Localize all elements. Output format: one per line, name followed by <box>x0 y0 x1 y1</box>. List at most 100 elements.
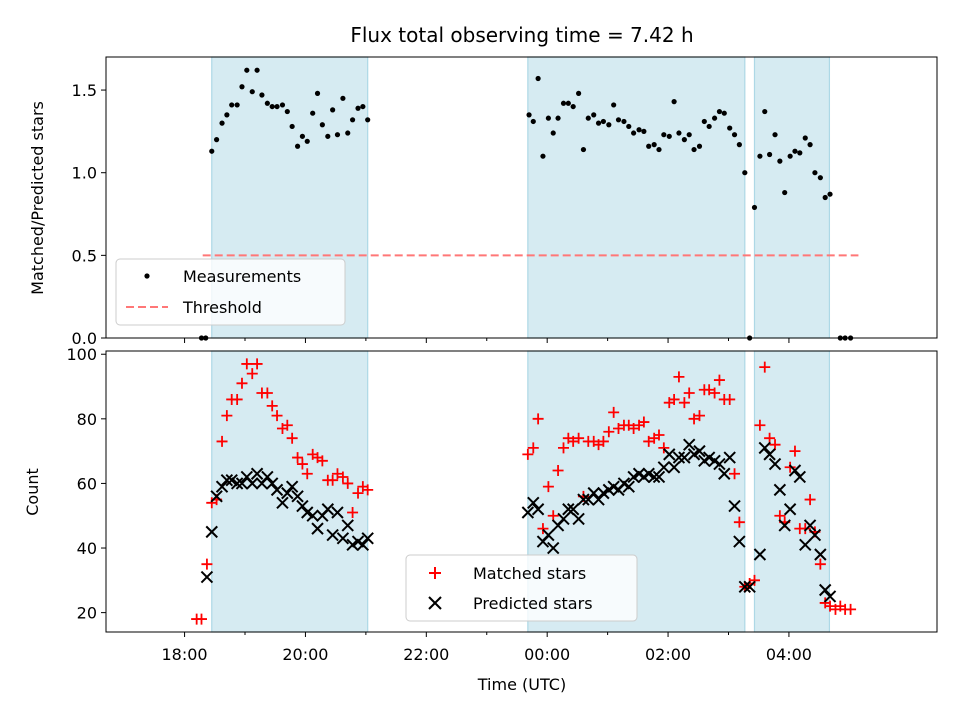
measurement-point <box>676 130 682 136</box>
x-tick-label: 20:00 <box>282 645 328 664</box>
measurement-point <box>656 146 662 153</box>
predicted-star-point <box>793 470 807 484</box>
measurement-point <box>580 146 587 153</box>
legend-measurements-label: Measurements <box>183 267 301 286</box>
bottom-plot-frame <box>105 350 938 633</box>
predicted-star-point <box>768 457 782 471</box>
matched-star-point <box>754 419 766 431</box>
x-tick-label: 04:00 <box>766 645 812 664</box>
measurements-series <box>198 67 854 341</box>
top-plot-frame <box>105 56 938 339</box>
measurement-point <box>274 103 280 110</box>
measurement-point <box>294 143 301 149</box>
predicted-star-point <box>562 503 575 516</box>
predicted-star-point <box>265 477 279 490</box>
observing-window-band <box>753 56 831 339</box>
measurement-point <box>576 90 582 96</box>
measurement-point <box>304 138 310 144</box>
predicted-star-point <box>763 448 776 461</box>
matched-star-point <box>748 574 760 586</box>
measurement-point <box>545 115 551 121</box>
matched-star-point <box>522 448 534 460</box>
measurement-point <box>762 108 768 115</box>
top-panel: 0.0 0.5 1.0 1.5 Matched/Predicted stars Mea… <box>28 56 938 348</box>
matched-star-point <box>709 387 721 399</box>
matched-star-point <box>281 419 293 431</box>
y-tick-label: 0.0 <box>72 329 97 348</box>
predicted-star-point <box>311 522 324 535</box>
matched-star-point <box>266 400 278 412</box>
measurement-point <box>349 117 356 123</box>
measurement-point <box>646 143 652 149</box>
matched-star-point <box>301 468 313 480</box>
matched-star-point <box>221 410 233 422</box>
predicted-star-point <box>521 506 535 519</box>
predicted-star-point <box>647 470 661 484</box>
top-x-ticks <box>184 338 790 343</box>
predicted-star-point <box>723 451 736 464</box>
predicted-star-point <box>527 496 540 510</box>
predicted-star-point <box>718 467 731 480</box>
matched-star-point <box>789 445 801 457</box>
measurement-point <box>751 204 758 211</box>
predicted-star-point <box>276 496 289 510</box>
matched-star-point <box>683 387 695 399</box>
y-tick-label: 40 <box>77 539 97 558</box>
predicted-star-point <box>783 503 797 516</box>
measurement-point <box>234 102 240 108</box>
legend-measurements-marker <box>144 273 150 279</box>
measurement-point <box>736 142 742 148</box>
measurement-point <box>827 191 833 197</box>
legend-matched-marker <box>429 567 441 579</box>
predicted-star-point <box>250 467 264 480</box>
measurement-point <box>651 142 657 148</box>
matched-star-point <box>327 474 339 486</box>
measurement-point <box>611 102 617 108</box>
x-axis-label: Time (UTC) <box>477 675 566 694</box>
measurement-point <box>641 128 647 134</box>
predicted-star-point <box>823 590 837 603</box>
matched-star-point <box>597 435 609 447</box>
predicted-star-point <box>361 532 374 545</box>
matched-star-point <box>638 416 650 428</box>
matched-star-point <box>678 397 690 409</box>
measurement-point <box>757 153 763 159</box>
measurement-point <box>636 127 642 133</box>
predicted-star-point <box>296 499 309 513</box>
predicted-star-point <box>652 470 666 484</box>
predicted-stars-series <box>200 438 837 603</box>
predicted-star-point <box>657 461 671 474</box>
matched-star-point <box>347 506 359 518</box>
measurement-point <box>822 194 828 201</box>
predicted-star-point <box>230 477 244 490</box>
matched-star-point <box>362 484 374 496</box>
predicted-star-point <box>261 470 274 484</box>
bottom-legend-box <box>405 554 638 622</box>
predicted-star-point <box>663 448 676 461</box>
measurement-point <box>766 151 773 158</box>
predicted-star-point <box>341 519 354 532</box>
measurement-point <box>681 137 687 143</box>
measurement-point <box>591 112 597 118</box>
predicted-star-point <box>356 538 370 552</box>
predicted-star-point <box>326 528 339 542</box>
bottom-legend: Matched stars Predicted stars <box>405 554 638 622</box>
predicted-star-point <box>281 486 294 500</box>
matched-star-point <box>316 455 328 467</box>
legend-threshold-label: Threshold <box>182 298 262 317</box>
matched-star-point <box>241 358 253 370</box>
predicted-star-point <box>683 438 696 451</box>
predicted-star-point <box>547 541 560 555</box>
top-legend-box <box>115 258 346 326</box>
measurement-point <box>615 117 622 123</box>
measurement-point <box>229 102 235 108</box>
predicted-star-point <box>592 493 605 506</box>
matched-star-point <box>573 432 585 444</box>
measurement-point <box>355 105 361 111</box>
matched-star-point <box>653 429 665 441</box>
matched-star-point <box>296 458 308 470</box>
matched-star-point <box>251 358 263 370</box>
x-tick-label: 22:00 <box>403 645 449 664</box>
top-y-axis: 0.0 0.5 1.0 1.5 <box>72 81 106 348</box>
matched-star-point <box>724 393 736 405</box>
